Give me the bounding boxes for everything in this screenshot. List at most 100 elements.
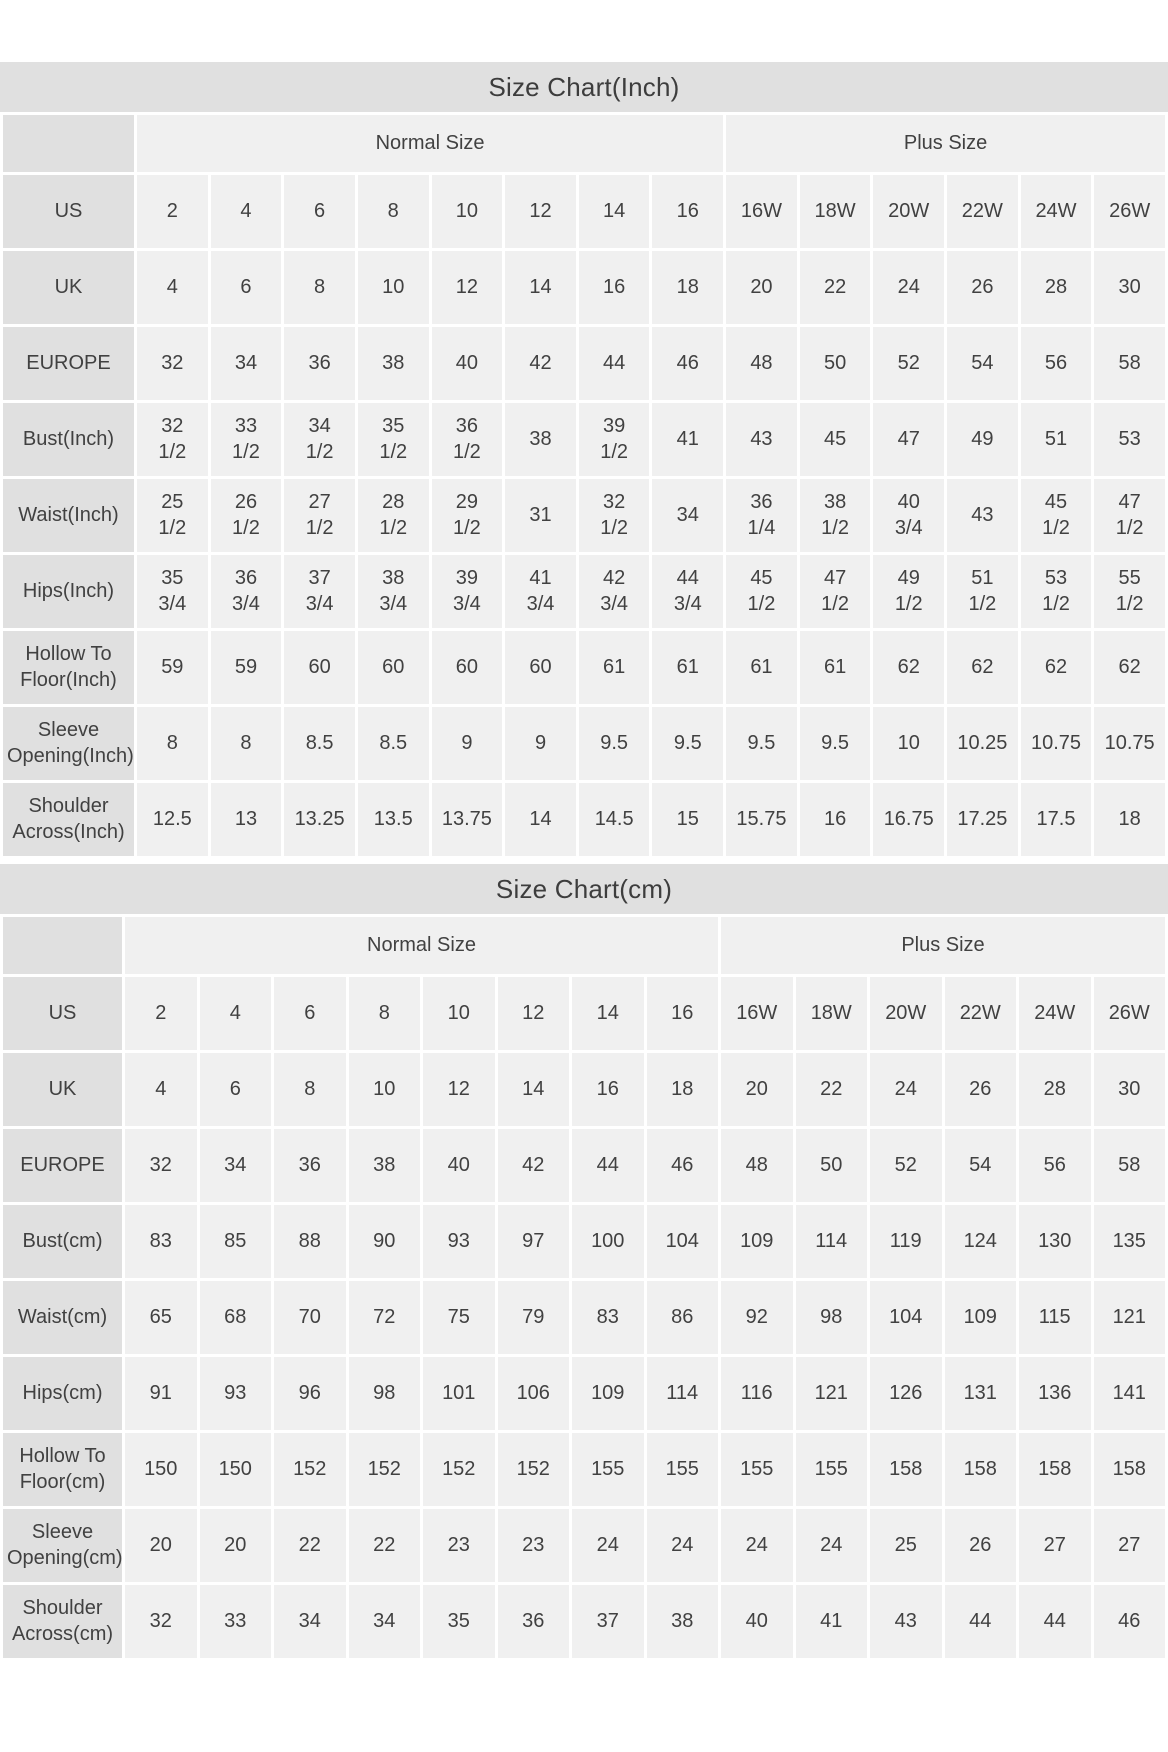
table-row: Waist(cm) 65 68 70 72 75 79 83 86 92 98 104 109 115 12… (3, 1281, 1165, 1354)
table-row: UK 4 6 8 10 12 14 16 18 20 22 24 26 28 30 (3, 1053, 1165, 1126)
size-value-cell: 106 (497, 1357, 569, 1430)
size-value-cell: 9 (431, 707, 503, 780)
size-value-cell: 60 (505, 631, 576, 704)
size-value-cell: 55 1/2 (1094, 555, 1165, 628)
table-row: Hollow To Floor(Inch) 59 59 60 60 60 60 61 61 61 6… (3, 631, 1165, 704)
size-value-cell: 124 (944, 1205, 1016, 1278)
row-label: EUROPE (3, 327, 134, 400)
size-value-cell: 158 (870, 1433, 942, 1506)
size-value-cell: 35 (423, 1585, 495, 1658)
column-group-header: Plus Size (721, 917, 1165, 974)
size-value-cell: 16 (799, 783, 871, 856)
size-value-cell: 59 (210, 631, 282, 704)
size-value-cell: 62 (1094, 631, 1165, 704)
size-value-cell: 18 (646, 1053, 718, 1126)
size-value-cell: 25 1/2 (137, 479, 208, 552)
size-value-cell: 90 (348, 1205, 420, 1278)
size-value-cell: 155 (721, 1433, 793, 1506)
size-value-cell: 2 (125, 977, 197, 1050)
size-value-cell: 17.5 (1020, 783, 1092, 856)
size-value-cell: 79 (497, 1281, 569, 1354)
size-value-cell: 16W (721, 977, 793, 1050)
size-value-cell: 22 (795, 1053, 867, 1126)
size-chart-table: Normal Size Plus Size US 2 4 6 8 10 12 14 16 16W 18W… (0, 914, 1168, 1661)
size-value-cell: 38 (348, 1129, 420, 1202)
size-value-cell: 42 3/4 (578, 555, 650, 628)
size-value-cell: 25 (870, 1509, 942, 1582)
size-value-cell: 37 (572, 1585, 644, 1658)
size-value-cell: 155 (646, 1433, 718, 1506)
size-value-cell: 119 (870, 1205, 942, 1278)
size-value-cell: 56 (1019, 1129, 1091, 1202)
column-group-header: Plus Size (726, 115, 1165, 172)
size-value-cell: 28 (1019, 1053, 1091, 1126)
size-value-cell: 4 (210, 175, 282, 248)
size-value-cell: 58 (1094, 327, 1165, 400)
size-value-cell: 53 (1094, 403, 1165, 476)
size-value-cell: 23 (423, 1509, 495, 1582)
size-value-cell: 27 (1093, 1509, 1165, 1582)
size-value-cell: 49 1/2 (873, 555, 945, 628)
size-value-cell: 152 (423, 1433, 495, 1506)
size-value-cell: 24 (870, 1053, 942, 1126)
row-label: Hollow To Floor(cm) (3, 1433, 122, 1506)
size-value-cell: 40 (721, 1585, 793, 1658)
size-value-cell: 13.25 (284, 783, 355, 856)
size-value-cell: 8 (274, 1053, 346, 1126)
size-value-cell: 56 (1020, 327, 1092, 400)
size-value-cell: 24 (721, 1509, 793, 1582)
size-value-cell: 48 (721, 1129, 793, 1202)
row-label: Hips(Inch) (3, 555, 134, 628)
size-value-cell: 22 (348, 1509, 420, 1582)
size-value-cell: 28 1/2 (357, 479, 429, 552)
size-value-cell: 29 1/2 (431, 479, 503, 552)
row-label: Shoulder Across(cm) (3, 1585, 122, 1658)
size-value-cell: 44 (572, 1129, 644, 1202)
table-row: Sleeve Opening(Inch) 8 8 8.5 8.5 9 9 9.5 9.5 9.5 9… (3, 707, 1165, 780)
row-label: Waist(Inch) (3, 479, 134, 552)
table-row: EUROPE 32 34 36 38 40 42 44 46 48 50 52 54 56 58 (3, 1129, 1165, 1202)
size-value-cell: 61 (726, 631, 797, 704)
row-label: Hips(cm) (3, 1357, 122, 1430)
size-value-cell: 27 1/2 (284, 479, 355, 552)
size-value-cell: 62 (873, 631, 945, 704)
size-value-cell: 34 (652, 479, 724, 552)
size-value-cell: 43 (947, 479, 1018, 552)
size-value-cell: 41 3/4 (505, 555, 576, 628)
size-value-cell: 92 (721, 1281, 793, 1354)
size-value-cell: 10 (348, 1053, 420, 1126)
size-value-cell: 10.25 (947, 707, 1018, 780)
size-value-cell: 109 (572, 1357, 644, 1430)
size-value-cell: 45 1/2 (1020, 479, 1092, 552)
size-value-cell: 8 (284, 251, 355, 324)
size-value-cell: 9.5 (726, 707, 797, 780)
size-value-cell: 98 (795, 1281, 867, 1354)
size-value-cell: 155 (795, 1433, 867, 1506)
size-value-cell: 65 (125, 1281, 197, 1354)
size-value-cell: 100 (572, 1205, 644, 1278)
size-value-cell: 150 (199, 1433, 271, 1506)
size-value-cell: 35 1/2 (357, 403, 429, 476)
size-value-cell: 51 1/2 (947, 555, 1018, 628)
size-value-cell: 30 (1093, 1053, 1165, 1126)
size-value-cell: 16 (652, 175, 724, 248)
size-value-cell: 53 1/2 (1020, 555, 1092, 628)
size-value-cell: 36 3/4 (210, 555, 282, 628)
size-value-cell: 9.5 (578, 707, 650, 780)
size-value-cell: 10.75 (1020, 707, 1092, 780)
table-row: Hips(Inch) 35 3/4 36 3/4 37 3/4 38 3/4 39 3/4… (3, 555, 1165, 628)
size-value-cell: 61 (578, 631, 650, 704)
size-value-cell: 86 (646, 1281, 718, 1354)
size-value-cell: 43 (870, 1585, 942, 1658)
size-value-cell: 97 (497, 1205, 569, 1278)
table-row: Waist(Inch) 25 1/2 26 1/2 27 1/2 28 1/2 29 1/… (3, 479, 1165, 552)
size-value-cell: 48 (726, 327, 797, 400)
table-row: US 2 4 6 8 10 12 14 16 16W 18W 20W 22W 24W 26W (3, 977, 1165, 1050)
size-value-cell: 6 (274, 977, 346, 1050)
size-value-cell: 47 1/2 (799, 555, 871, 628)
corner-cell (3, 115, 134, 172)
size-value-cell: 14 (505, 251, 576, 324)
size-value-cell: 34 (199, 1129, 271, 1202)
size-value-cell: 83 (125, 1205, 197, 1278)
size-value-cell: 70 (274, 1281, 346, 1354)
